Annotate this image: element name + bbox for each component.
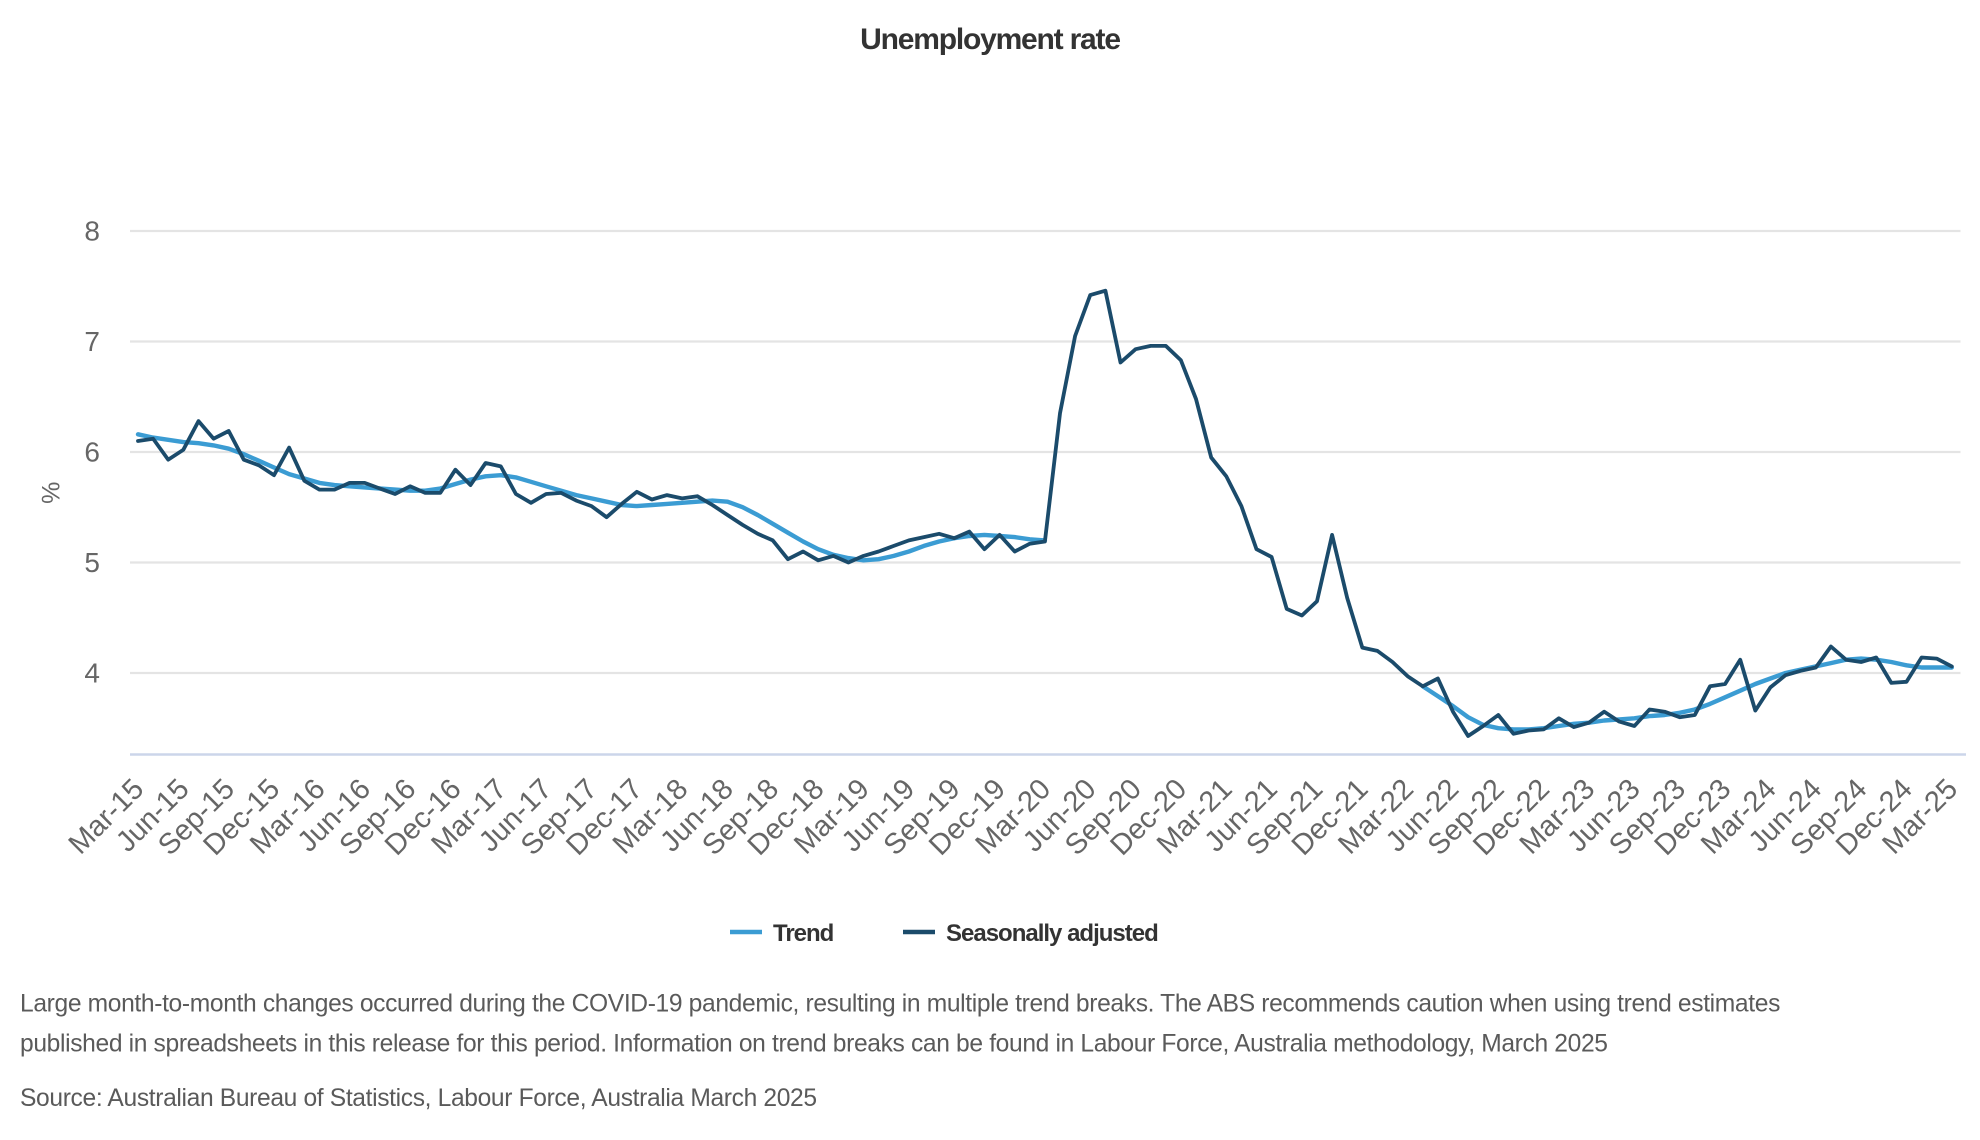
svg-text:Trend: Trend: [773, 920, 834, 947]
svg-text:8: 8: [84, 216, 100, 247]
svg-text:7: 7: [84, 326, 100, 357]
svg-text:4: 4: [84, 658, 100, 689]
svg-text:Source: Australian Bureau of S: Source: Australian Bureau of Statistics,…: [20, 1085, 817, 1112]
svg-text:Unemployment rate: Unemployment rate: [860, 23, 1120, 56]
svg-text:%: %: [37, 482, 65, 504]
svg-text:6: 6: [84, 437, 100, 468]
svg-text:Large month-to-month changes o: Large month-to-month changes occurred du…: [20, 991, 1780, 1018]
svg-text:published in spreadsheets in t: published in spreadsheets in this releas…: [20, 1031, 1608, 1058]
svg-text:5: 5: [84, 547, 100, 578]
svg-text:Seasonally adjusted: Seasonally adjusted: [946, 920, 1158, 947]
